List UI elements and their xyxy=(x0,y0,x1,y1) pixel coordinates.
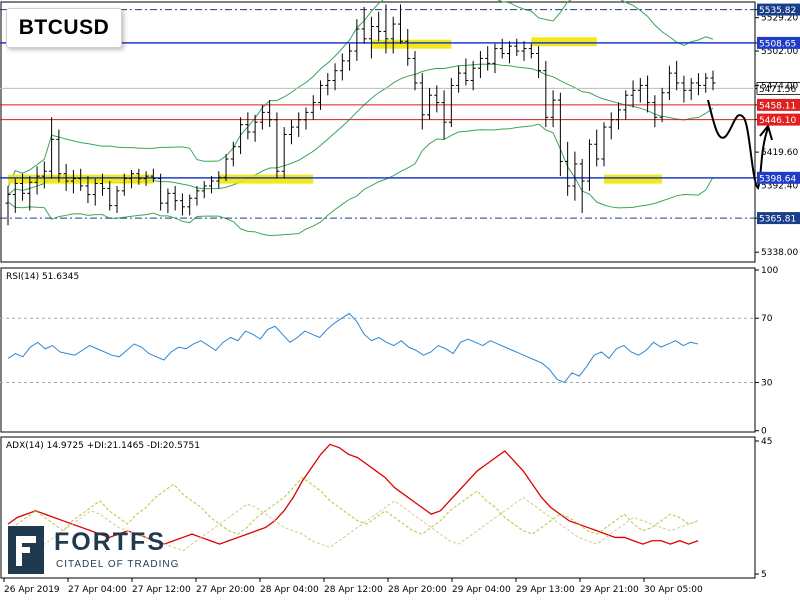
x-tick-label: 29 Apr 21:00 xyxy=(580,585,639,595)
x-tick-label: 27 Apr 04:00 xyxy=(68,585,127,595)
price-label-bg xyxy=(757,113,800,126)
y-tick-label: 5502.00 xyxy=(761,47,798,57)
price-label-bg xyxy=(757,212,800,225)
y-tick-label: 70 xyxy=(761,314,773,324)
price-label: 5446.10 xyxy=(759,116,796,126)
x-tick-label: 28 Apr 12:00 xyxy=(324,585,383,595)
panel-frame-0 xyxy=(0,1,756,263)
price-label: 5471.56 xyxy=(759,85,796,95)
symbol-label: BTCUSD xyxy=(6,8,122,48)
price-label-bg xyxy=(757,171,800,184)
x-tick-label: 28 Apr 20:00 xyxy=(388,585,447,595)
x-tick-label: 29 Apr 13:00 xyxy=(516,585,575,595)
rsi-title: RSI(14) 51.6345 xyxy=(6,272,79,282)
x-tick-label: 27 Apr 20:00 xyxy=(196,585,255,595)
panel-frame-2 xyxy=(0,436,756,579)
y-tick-label: 5338.00 xyxy=(761,248,798,258)
brand-logo: FORTFS CITADEL OF TRADING xyxy=(6,522,196,578)
fortress-icon xyxy=(8,526,44,574)
highlight-zone xyxy=(218,174,314,184)
y-tick-label: 30 xyxy=(761,379,773,389)
rsi-line xyxy=(7,312,699,384)
di-minus-line xyxy=(7,496,699,552)
y-tick-label: 5529.20 xyxy=(761,14,798,24)
price-label-bg xyxy=(757,98,800,111)
x-tick-label: 26 Apr 2019 xyxy=(4,585,60,595)
bollinger-lower xyxy=(7,123,714,236)
x-tick-label: 29 Apr 04:00 xyxy=(452,585,511,595)
price-label: 5398.64 xyxy=(759,174,796,184)
di-plus-line xyxy=(7,476,699,535)
highlight-zone xyxy=(603,174,663,184)
price-label-bg xyxy=(757,36,800,49)
x-tick-label: 27 Apr 12:00 xyxy=(132,585,191,595)
forecast-arrow xyxy=(759,123,773,141)
y-tick-label: 5 xyxy=(761,570,767,580)
y-tick-label: 0 xyxy=(761,427,767,437)
highlight-zone xyxy=(531,37,597,47)
y-tick-label: 45 xyxy=(761,437,772,447)
price-label-bg xyxy=(756,81,800,95)
price-label: 5508.65 xyxy=(759,39,796,49)
price-label: 5535.82 xyxy=(759,6,796,16)
y-tick-label: 100 xyxy=(761,266,778,276)
adx-line xyxy=(7,443,699,545)
y-tick-label: 5474.00 xyxy=(761,81,798,91)
price-label: 5458.11 xyxy=(759,101,796,111)
highlight-zone xyxy=(371,39,452,49)
x-tick-label: 30 Apr 05:00 xyxy=(644,585,703,595)
bollinger-upper xyxy=(7,0,714,188)
brand-name: FORTFS xyxy=(54,528,166,556)
x-tick-label: 28 Apr 04:00 xyxy=(260,585,319,595)
brand-tagline: CITADEL OF TRADING xyxy=(56,559,180,570)
price-label: 5365.81 xyxy=(759,215,796,225)
price-label-bg xyxy=(757,3,800,16)
y-tick-label: 5392.40 xyxy=(761,181,798,191)
adx-title: ADX(14) 14.9725 +DI:21.1465 -DI:20.5751 xyxy=(6,441,200,451)
y-tick-label: 5419.60 xyxy=(761,148,798,158)
panel-frame-1 xyxy=(0,267,756,433)
